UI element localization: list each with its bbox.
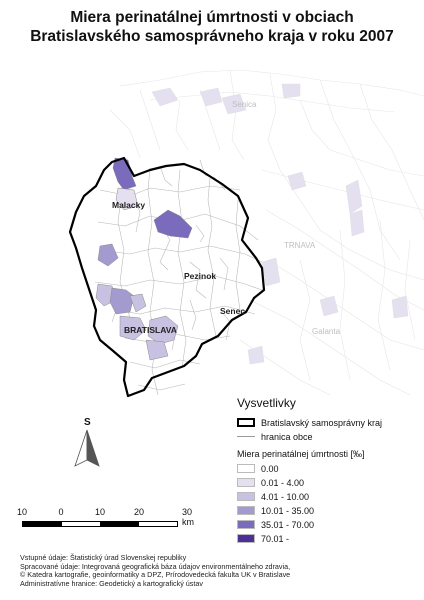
municipality-class-4 [153,209,193,239]
scale-bar: 10 0 10 20 30 km [16,507,194,527]
region-boundary-swatch [237,418,255,427]
legend-class-label: 0.00 [261,463,279,474]
place-label-galanta: Galanta [312,327,341,336]
municipality-class-1 [115,187,139,211]
credits: Vstupné údaje: Štatistický úrad Slovensk… [20,553,291,588]
legend-class-label: 4.01 - 10.00 [261,491,310,502]
north-label: S [84,417,91,428]
municipality-class-2d [147,315,179,345]
region-boundary [68,156,266,398]
legend-class-row: 4.01 - 10.00 [237,490,422,503]
legend-class-label: 35.01 - 70.00 [261,519,315,530]
legend-class-label: 0.01 - 4.00 [261,477,305,488]
scale-label: 10 [94,507,106,517]
legend-class-label: 70.01 - [261,533,290,544]
scale-label: 10 [16,507,28,517]
place-label-senica: Senica [232,100,257,109]
municipality-class-2e [145,339,169,361]
legend-municipal-boundary-label: hranica obce [261,431,313,442]
map-title: Miera perinatálnej úmrtnosti v obciach B… [0,8,424,46]
legend-class-row: 35.01 - 70.00 [237,518,422,531]
scale-label: 20 [133,507,145,517]
legend-class-row: 10.01 - 35.00 [237,504,422,517]
legend-class-row: 0.01 - 4.00 [237,476,422,489]
municipality-class-2b [129,293,147,313]
scale-labels: 10 0 10 20 30 km [16,507,194,527]
place-label-trnava: TRNAVA [284,241,316,250]
title-line-1: Miera perinatálnej úmrtnosti v obciach [70,9,354,26]
place-label-senec: Senec [220,306,246,316]
municipality-class-3 [97,243,119,267]
place-label-pezinok: Pezinok [184,271,217,281]
municipality-class-2c [119,315,147,341]
legend-classes: 0.00 0.01 - 4.00 4.01 - 10.00 10.01 - 35.00… [237,462,422,545]
scale-label: 0 [58,507,64,517]
legend-class-label: 10.01 - 35.00 [261,505,315,516]
legend-class-swatch [237,478,255,487]
legend-class-row: 0.00 [237,462,422,475]
credit-line: © Katedra kartografie, geoinformatiky a … [20,570,291,580]
legend-region-boundary-label: Bratislavský samosprávny kraj [261,417,383,428]
surrounding-municipalities [109,69,424,396]
legend-value-title: Miera perinatálnej úmrtnosti [‰] [237,449,365,459]
north-arrow [74,429,100,467]
municipality-class-5 [112,157,137,191]
legend-class-swatch [237,492,255,501]
credit-line: Spracované údaje: Integrovaná geografick… [20,561,291,571]
legend-class-swatch [237,534,255,543]
legend-class-row: 70.01 - [237,532,422,545]
municipal-boundary-swatch [237,436,255,437]
shaded-municipalities [95,157,193,361]
credit-line: Vstupné údaje: Štatistický úrad Slovensk… [20,553,187,562]
scale-label: 30 km [182,507,194,527]
legend-region-boundary: Bratislavský samosprávny kraj [237,416,422,429]
legend: Vysvetlivky Bratislavský samosprávny kra… [237,396,422,546]
title-line-2: Bratislavského samosprávneho kraja v rok… [30,28,394,45]
legend-class-swatch [237,464,255,473]
municipality-class-3b [109,287,135,315]
place-label-bratislava: BRATISLAVA [124,325,177,335]
legend-class-swatch [237,506,255,515]
neighbour-shaded [151,83,409,365]
legend-municipal-boundary: hranica obce [237,430,422,443]
legend-title: Vysvetlivky [237,396,296,410]
municipal-boundaries [94,159,263,396]
place-label-malacky: Malacky [112,200,146,210]
scale-segments [22,521,178,527]
credit-line: Administratívne hranice: Geodetický a ka… [20,578,203,588]
legend-class-swatch [237,520,255,529]
